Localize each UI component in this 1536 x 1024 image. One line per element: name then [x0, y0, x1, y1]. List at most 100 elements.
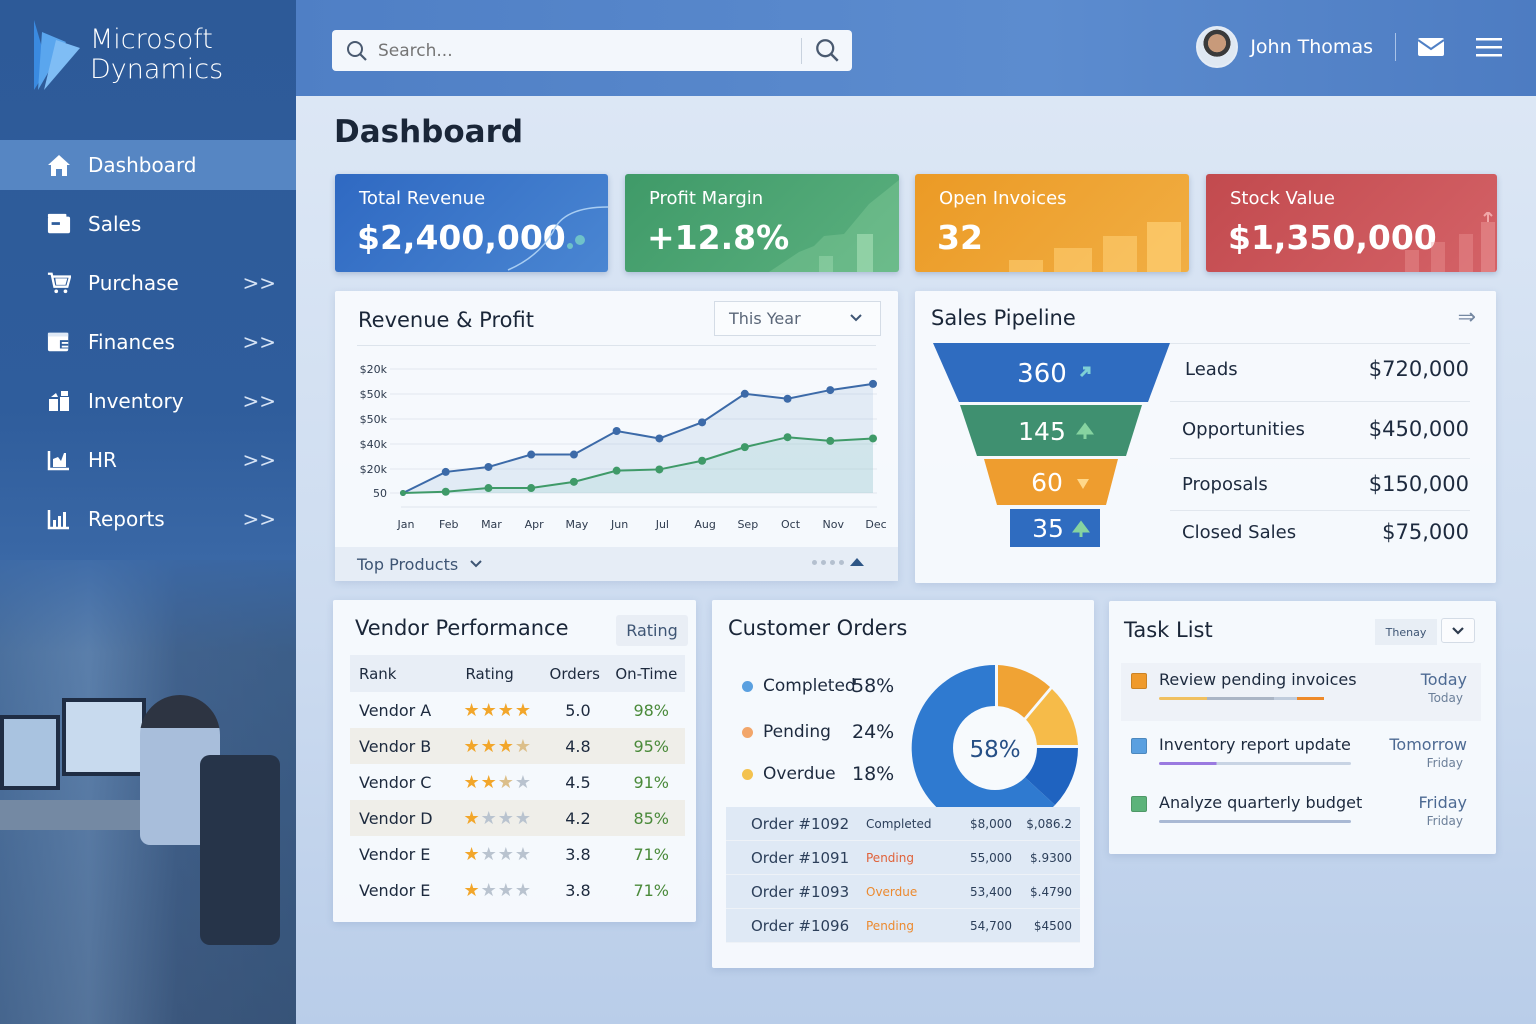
vendor-orders: 4.5	[565, 772, 591, 792]
task-due-sub[interactable]: Friday	[1426, 814, 1463, 828]
chevron-double-right-icon[interactable]: >>	[242, 389, 276, 413]
hamburger-menu-icon[interactable]	[1476, 37, 1502, 57]
period-select[interactable]: This Year	[714, 301, 881, 336]
sidebar-item-reports[interactable]: Reports >>	[0, 494, 296, 544]
order-id[interactable]: Order #1091	[751, 848, 850, 867]
vendor-ontime: 85%	[606, 800, 685, 836]
sidebar-item-label: Inventory	[88, 389, 184, 413]
table-row[interactable]: Vendor E ★ ★ ★ ★ 3.8 71%	[350, 836, 685, 872]
page-title: Dashboard	[334, 114, 524, 150]
order-amount: 55,000	[970, 850, 1012, 865]
task-due-sub[interactable]: Today	[1428, 691, 1463, 705]
logo[interactable]: Microsoft Dynamics	[30, 18, 223, 92]
customer-orders-card: Customer Orders Completed 58% Pending 24% …	[712, 600, 1094, 968]
vendor-ontime: 95%	[606, 728, 685, 764]
kpi-profit-margin[interactable]: Profit Margin +12.8%	[625, 174, 899, 272]
svg-text:50: 50	[373, 487, 387, 500]
mail-icon[interactable]	[1418, 38, 1444, 56]
office-background-photo	[0, 560, 296, 1024]
table-row[interactable]: Vendor E ★ ★ ★ ★ 3.8 71%	[350, 872, 685, 908]
divider	[1395, 33, 1396, 61]
task-checkbox[interactable]	[1131, 673, 1147, 689]
kpi-label: Open Invoices	[939, 188, 1067, 209]
vendor-rating: ★ ★ ★ ★	[441, 764, 540, 800]
task-checkbox[interactable]	[1131, 738, 1147, 754]
search-submit-icon[interactable]	[815, 38, 840, 63]
star-icon: ★	[463, 735, 480, 757]
table-row[interactable]: Vendor C ★ ★ ★ ★ 4.5 91%	[350, 764, 685, 800]
chevron-double-right-icon[interactable]: >>	[242, 271, 276, 295]
chevron-double-right-icon[interactable]: >>	[242, 330, 276, 354]
search-bar[interactable]	[332, 30, 852, 71]
sidebar-item-inventory[interactable]: Inventory >>	[0, 376, 296, 426]
task-filter-dropdown[interactable]	[1441, 618, 1475, 643]
sidebar-item-sales[interactable]: Sales	[0, 199, 296, 249]
column-header[interactable]: Orders	[540, 655, 607, 692]
table-row[interactable]: Vendor A ★ ★ ★ ★ 5.0 98%	[350, 692, 685, 728]
task-checkbox[interactable]	[1131, 796, 1147, 812]
task-due-sub[interactable]: Friday	[1426, 756, 1463, 770]
sidebar-item-label: Reports	[88, 507, 165, 531]
task-item[interactable]: Review pending invoices Today Today	[1121, 663, 1481, 721]
pagination-dots[interactable]	[812, 557, 868, 567]
column-header[interactable]: Rating	[441, 655, 541, 692]
star-icon: ★	[480, 843, 497, 865]
rating-sort-button[interactable]: Rating	[616, 615, 688, 646]
card-title: Sales Pipeline	[931, 306, 1076, 330]
star-icon: ★	[463, 843, 480, 865]
period-select-value: This Year	[729, 309, 801, 328]
dynamics-logo-icon	[34, 20, 80, 90]
star-icon: ★	[480, 699, 497, 721]
table-row[interactable]: Vendor B ★ ★ ★ ★ 4.8 95%	[350, 728, 685, 764]
order-row[interactable]: Order #1091 Pending 55,000 $.9300	[726, 841, 1080, 875]
triangle-up-icon	[850, 558, 864, 566]
kpi-open-invoices[interactable]: Open Invoices 32	[915, 174, 1189, 272]
table-row[interactable]: Vendor D ★ ★ ★ ★ 4.2 85%	[350, 800, 685, 836]
star-icon: ★	[480, 771, 497, 793]
sidebar-item-dashboard[interactable]: Dashboard	[0, 140, 296, 190]
user-name[interactable]: John Thomas	[1250, 36, 1373, 58]
arrow-right-icon[interactable]: ⇒	[1457, 305, 1476, 330]
sidebar-item-finances[interactable]: Finances >>	[0, 317, 296, 367]
column-header[interactable]: Rank	[350, 655, 442, 692]
vendor-orders: 4.8	[540, 728, 607, 764]
hr-chart-icon	[47, 448, 71, 472]
order-row[interactable]: Order #1096 Pending 54,700 $4500	[726, 909, 1080, 943]
star-icon: ★	[463, 879, 480, 901]
sidebar-item-hr[interactable]: HR >>	[0, 435, 296, 485]
kpi-total-revenue[interactable]: Total Revenue $2,400,000	[335, 174, 608, 272]
task-item[interactable]: Inventory report update Tomorrow Friday	[1121, 728, 1481, 786]
order-row[interactable]: Order #1093 Overdue 53,400 $.4790	[726, 875, 1080, 909]
chevron-double-right-icon[interactable]: >>	[242, 507, 276, 531]
vendor-name: Vendor D	[350, 800, 442, 836]
top-products-footer[interactable]: Top Products	[335, 547, 898, 581]
kpi-stock-value[interactable]: Stock Value $1,350,000	[1206, 174, 1497, 272]
svg-text:$50k: $50k	[360, 388, 388, 401]
sidebar: Microsoft Dynamics Dashboard Sales Purch…	[0, 0, 296, 1024]
chevron-double-right-icon[interactable]: >>	[242, 448, 276, 472]
order-id[interactable]: Order #1092	[751, 814, 850, 833]
chevron-down-icon	[850, 314, 862, 322]
svg-text:Apr: Apr	[525, 518, 545, 531]
vendor-orders: 4.2	[540, 800, 607, 836]
order-row[interactable]: Order #1092 Completed $8,000 $,086.2	[726, 807, 1080, 841]
order-id[interactable]: Order #1093	[751, 882, 850, 901]
sidebar-item-purchase[interactable]: Purchase >>	[0, 258, 296, 308]
avatar[interactable]	[1196, 26, 1239, 68]
topbar: John Thomas	[296, 0, 1536, 96]
star-icon: ★	[497, 735, 514, 757]
search-input[interactable]	[378, 40, 778, 61]
vendor-table: Rank Rating Orders On-Time Vendor A ★ ★ ★ ★ 5…	[350, 655, 685, 908]
column-header[interactable]: On-Time	[606, 655, 685, 692]
svg-text:$20k: $20k	[360, 463, 388, 476]
kpi-label: Total Revenue	[359, 188, 486, 209]
kpi-value: $2,400,000	[357, 218, 566, 257]
task-due: Tomorrow	[1389, 735, 1467, 754]
star-icon: ★	[514, 699, 531, 721]
svg-text:35: 35	[1032, 514, 1064, 543]
task-filter-label[interactable]: Thenay	[1375, 619, 1437, 645]
search-divider	[801, 38, 802, 64]
boxes-icon	[47, 389, 71, 413]
order-id[interactable]: Order #1096	[751, 916, 850, 935]
task-item[interactable]: Analyze quarterly budget Friday Friday	[1121, 786, 1481, 844]
